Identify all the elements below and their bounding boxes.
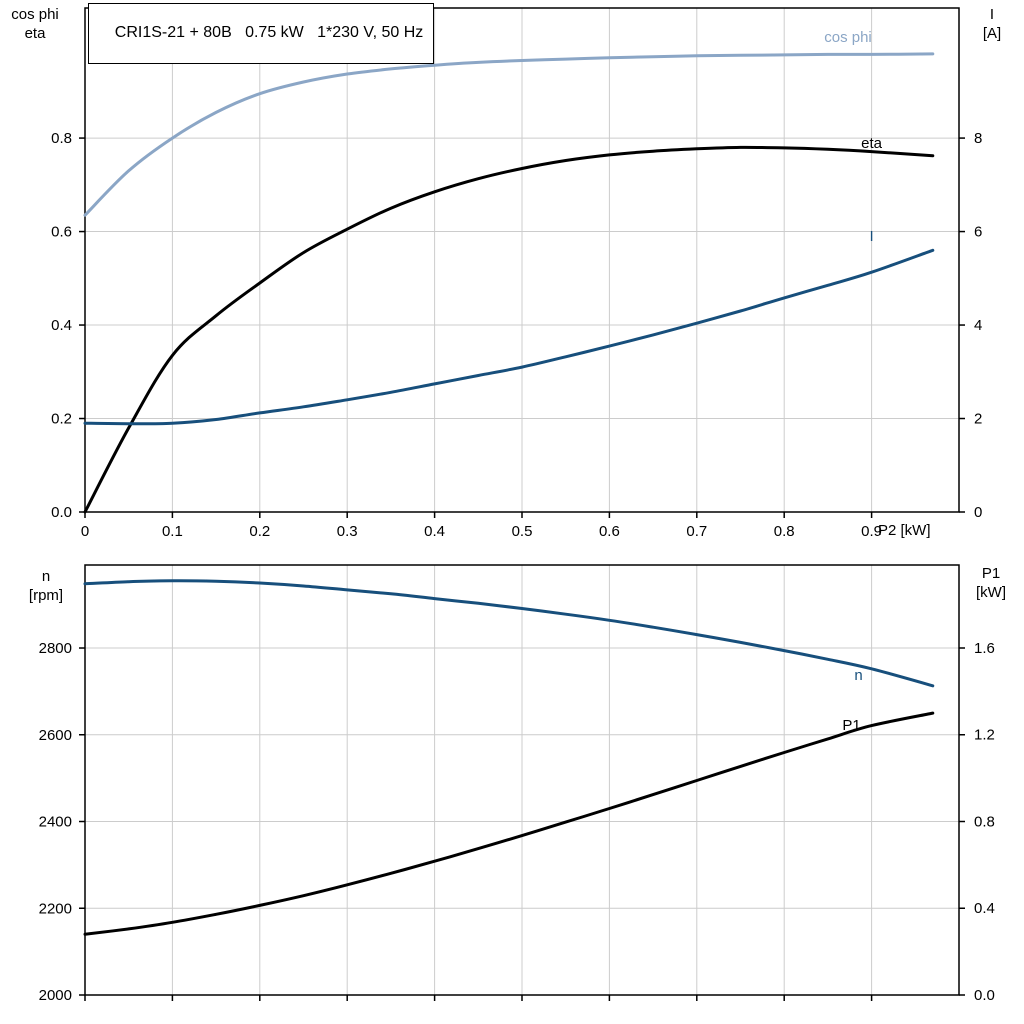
right-tick-label: 1.2 [974,727,995,744]
curve-n [83,579,935,688]
top-left-axis-label: cos phi eta [2,5,68,43]
left-tick-label: 0.8 [51,130,72,147]
curve-cos-phi [83,52,935,217]
left-tick-label: 2000 [39,987,72,1004]
right-axis-label-current-unit: [A] [982,25,1002,42]
left-tick-label: 0.2 [51,411,72,428]
curve-label-eta: eta [861,135,883,152]
right-axis-label-p1: P1 [981,565,1001,582]
x-axis-label: P2 [kW] [878,522,931,539]
right-tick-label: 4 [974,317,982,334]
x-tick-label: 0.8 [774,523,795,540]
right-tick-label: 1.6 [974,640,995,657]
x-tick-label: 0.7 [686,523,707,540]
right-tick-label: 0.8 [974,813,995,830]
left-tick-label: 2600 [39,727,72,744]
x-tick-label: 0.6 [599,523,620,540]
bottom-left-axis-label: n [rpm] [14,567,78,605]
right-tick-label: 8 [974,130,982,147]
x-tick-label: 0.5 [512,523,533,540]
top-right-axis-label: I [A] [964,5,1020,43]
left-tick-label: 2400 [39,814,72,831]
left-tick-label: 0.6 [51,224,72,241]
right-tick-label: 0.4 [974,900,995,917]
bottom-right-axis-label: P1 [kW] [962,564,1020,602]
curve-label-n: n [854,667,862,684]
left-tick-label: 2200 [39,900,72,917]
x-tick-label: 0.9 [861,523,882,540]
left-tick-label: 0.0 [51,504,72,521]
left-axis-label-speed: n [41,568,51,585]
x-tick-label: 0.4 [424,523,445,540]
left-axis-label-speed-unit: [rpm] [28,587,64,604]
curve-P1 [83,711,935,936]
chart-title-box: CRI1S-21 + 80B 0.75 kW 1*230 V, 50 Hz [88,3,435,64]
curve-label-I: I [870,228,874,245]
chart-title: CRI1S-21 + 80B 0.75 kW 1*230 V, 50 Hz [114,24,424,41]
curve-label-P1: P1 [842,717,860,734]
x-tick-label: 0.3 [337,523,358,540]
right-tick-label: 6 [974,224,982,241]
right-tick-label: 0.0 [974,987,995,1004]
left-tick-label: 2800 [39,640,72,657]
x-tick-label: 0 [81,523,89,540]
left-axis-label-cosphi: cos phi [11,6,59,23]
right-axis-label-p1-unit: [kW] [976,584,1006,601]
right-axis-label-current: I [989,6,995,23]
left-axis-label-eta: eta [24,25,46,42]
right-tick-label: 0 [974,504,982,521]
left-tick-label: 0.4 [51,317,72,334]
x-tick-label: 0.1 [162,523,183,540]
right-tick-label: 2 [974,411,982,428]
curve-eta [83,145,935,514]
curve-I [83,248,935,426]
curve-label-cos-phi: cos phi [824,29,872,46]
x-tick-label: 0.2 [249,523,270,540]
